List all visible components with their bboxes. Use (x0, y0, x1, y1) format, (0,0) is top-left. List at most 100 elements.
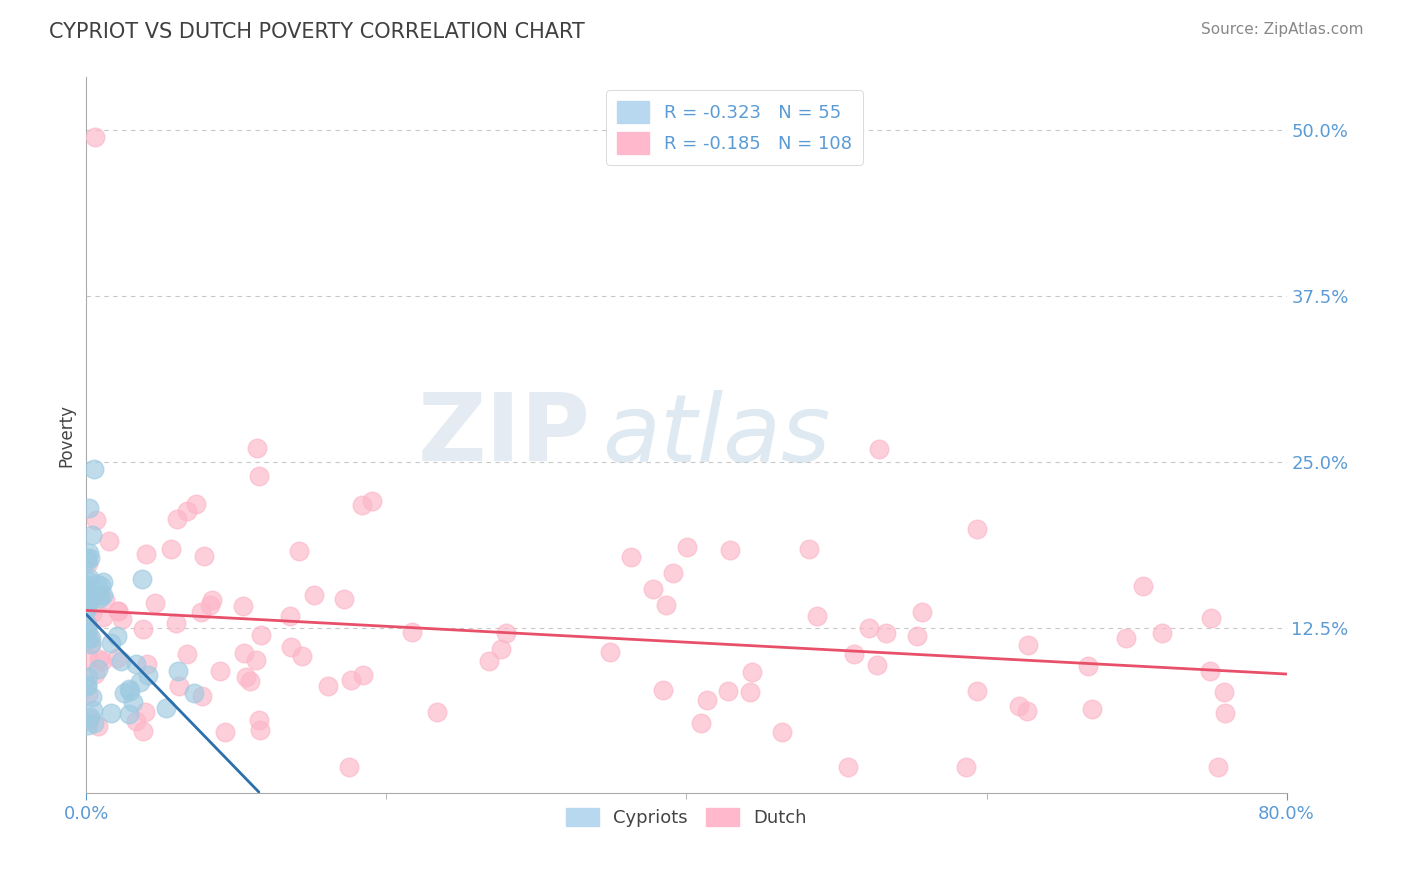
Point (1150, 625, 1173, 640)
Point (76, 617, 98, 632)
Point (91, 575, 114, 590)
Point (76, 632, 98, 646)
Point (696, 692, 718, 706)
Point (159, 541, 181, 556)
Point (239, 674, 262, 689)
Point (1213, 706, 1236, 721)
Point (291, 648, 314, 663)
Point (76, 688, 98, 702)
Point (1081, 702, 1104, 716)
Point (842, 647, 865, 661)
Point (76, 594, 98, 608)
Point (799, 542, 821, 557)
Point (107, 604, 129, 618)
Point (83, 716, 105, 731)
Point (124, 714, 146, 728)
Point (143, 596, 166, 610)
Point (868, 442, 890, 457)
Point (1115, 631, 1137, 645)
Point (136, 668, 159, 682)
Point (620, 549, 643, 564)
Point (858, 621, 880, 635)
Point (643, 582, 665, 597)
Point (337, 760, 360, 774)
Point (82, 690, 104, 704)
Point (1017, 638, 1039, 652)
Point (176, 648, 198, 662)
Point (79, 551, 101, 566)
Point (110, 654, 132, 668)
Point (82, 606, 104, 620)
Point (866, 657, 889, 672)
Point (86, 662, 108, 676)
Point (190, 689, 212, 703)
Point (77, 556, 100, 570)
Point (84, 130, 107, 145)
Point (1213, 684, 1236, 698)
Point (132, 623, 155, 637)
Point (214, 725, 236, 739)
Point (167, 664, 190, 678)
Point (966, 683, 988, 698)
Point (955, 760, 977, 774)
Point (1077, 658, 1099, 673)
Point (340, 673, 363, 688)
Point (491, 641, 513, 656)
Point (249, 723, 271, 737)
Point (131, 572, 153, 586)
Point (89, 588, 111, 602)
Point (662, 566, 685, 581)
Point (76, 573, 98, 587)
Point (134, 706, 156, 720)
Point (76, 550, 98, 565)
Point (837, 760, 859, 774)
Y-axis label: Poverty: Poverty (58, 404, 75, 467)
Point (208, 665, 231, 679)
Point (77, 545, 100, 559)
Point (495, 626, 517, 640)
Text: Source: ZipAtlas.com: Source: ZipAtlas.com (1201, 22, 1364, 37)
Point (107, 604, 129, 618)
Point (246, 442, 269, 456)
Point (1201, 611, 1223, 625)
Point (690, 716, 713, 731)
Point (806, 609, 828, 624)
Point (77, 718, 100, 732)
Point (1008, 699, 1031, 714)
Point (232, 599, 254, 613)
Point (76, 592, 98, 607)
Point (91, 654, 114, 668)
Point (652, 683, 675, 698)
Point (352, 668, 374, 682)
Point (86, 577, 108, 591)
Point (118, 706, 141, 721)
Point (1206, 760, 1229, 774)
Point (426, 705, 449, 719)
Point (333, 591, 356, 606)
Point (675, 540, 697, 554)
Point (77, 500, 100, 515)
Point (90, 579, 112, 593)
Point (911, 606, 934, 620)
Point (200, 599, 222, 613)
Text: CYPRIOT VS DUTCH POVERTY CORRELATION CHART: CYPRIOT VS DUTCH POVERTY CORRELATION CHA… (49, 22, 585, 42)
Point (183, 686, 205, 700)
Point (741, 665, 763, 680)
Point (118, 681, 141, 696)
Point (316, 679, 339, 693)
Point (76, 678, 98, 692)
Point (76, 554, 98, 568)
Point (166, 512, 188, 526)
Point (235, 670, 257, 684)
Point (132, 724, 155, 739)
Point (100, 706, 122, 720)
Point (76, 602, 98, 616)
Point (245, 653, 267, 667)
Point (77, 593, 100, 607)
Point (77, 630, 100, 644)
Point (905, 629, 928, 643)
Point (82, 703, 104, 717)
Point (233, 646, 256, 660)
Point (250, 628, 273, 642)
Point (98, 534, 121, 549)
